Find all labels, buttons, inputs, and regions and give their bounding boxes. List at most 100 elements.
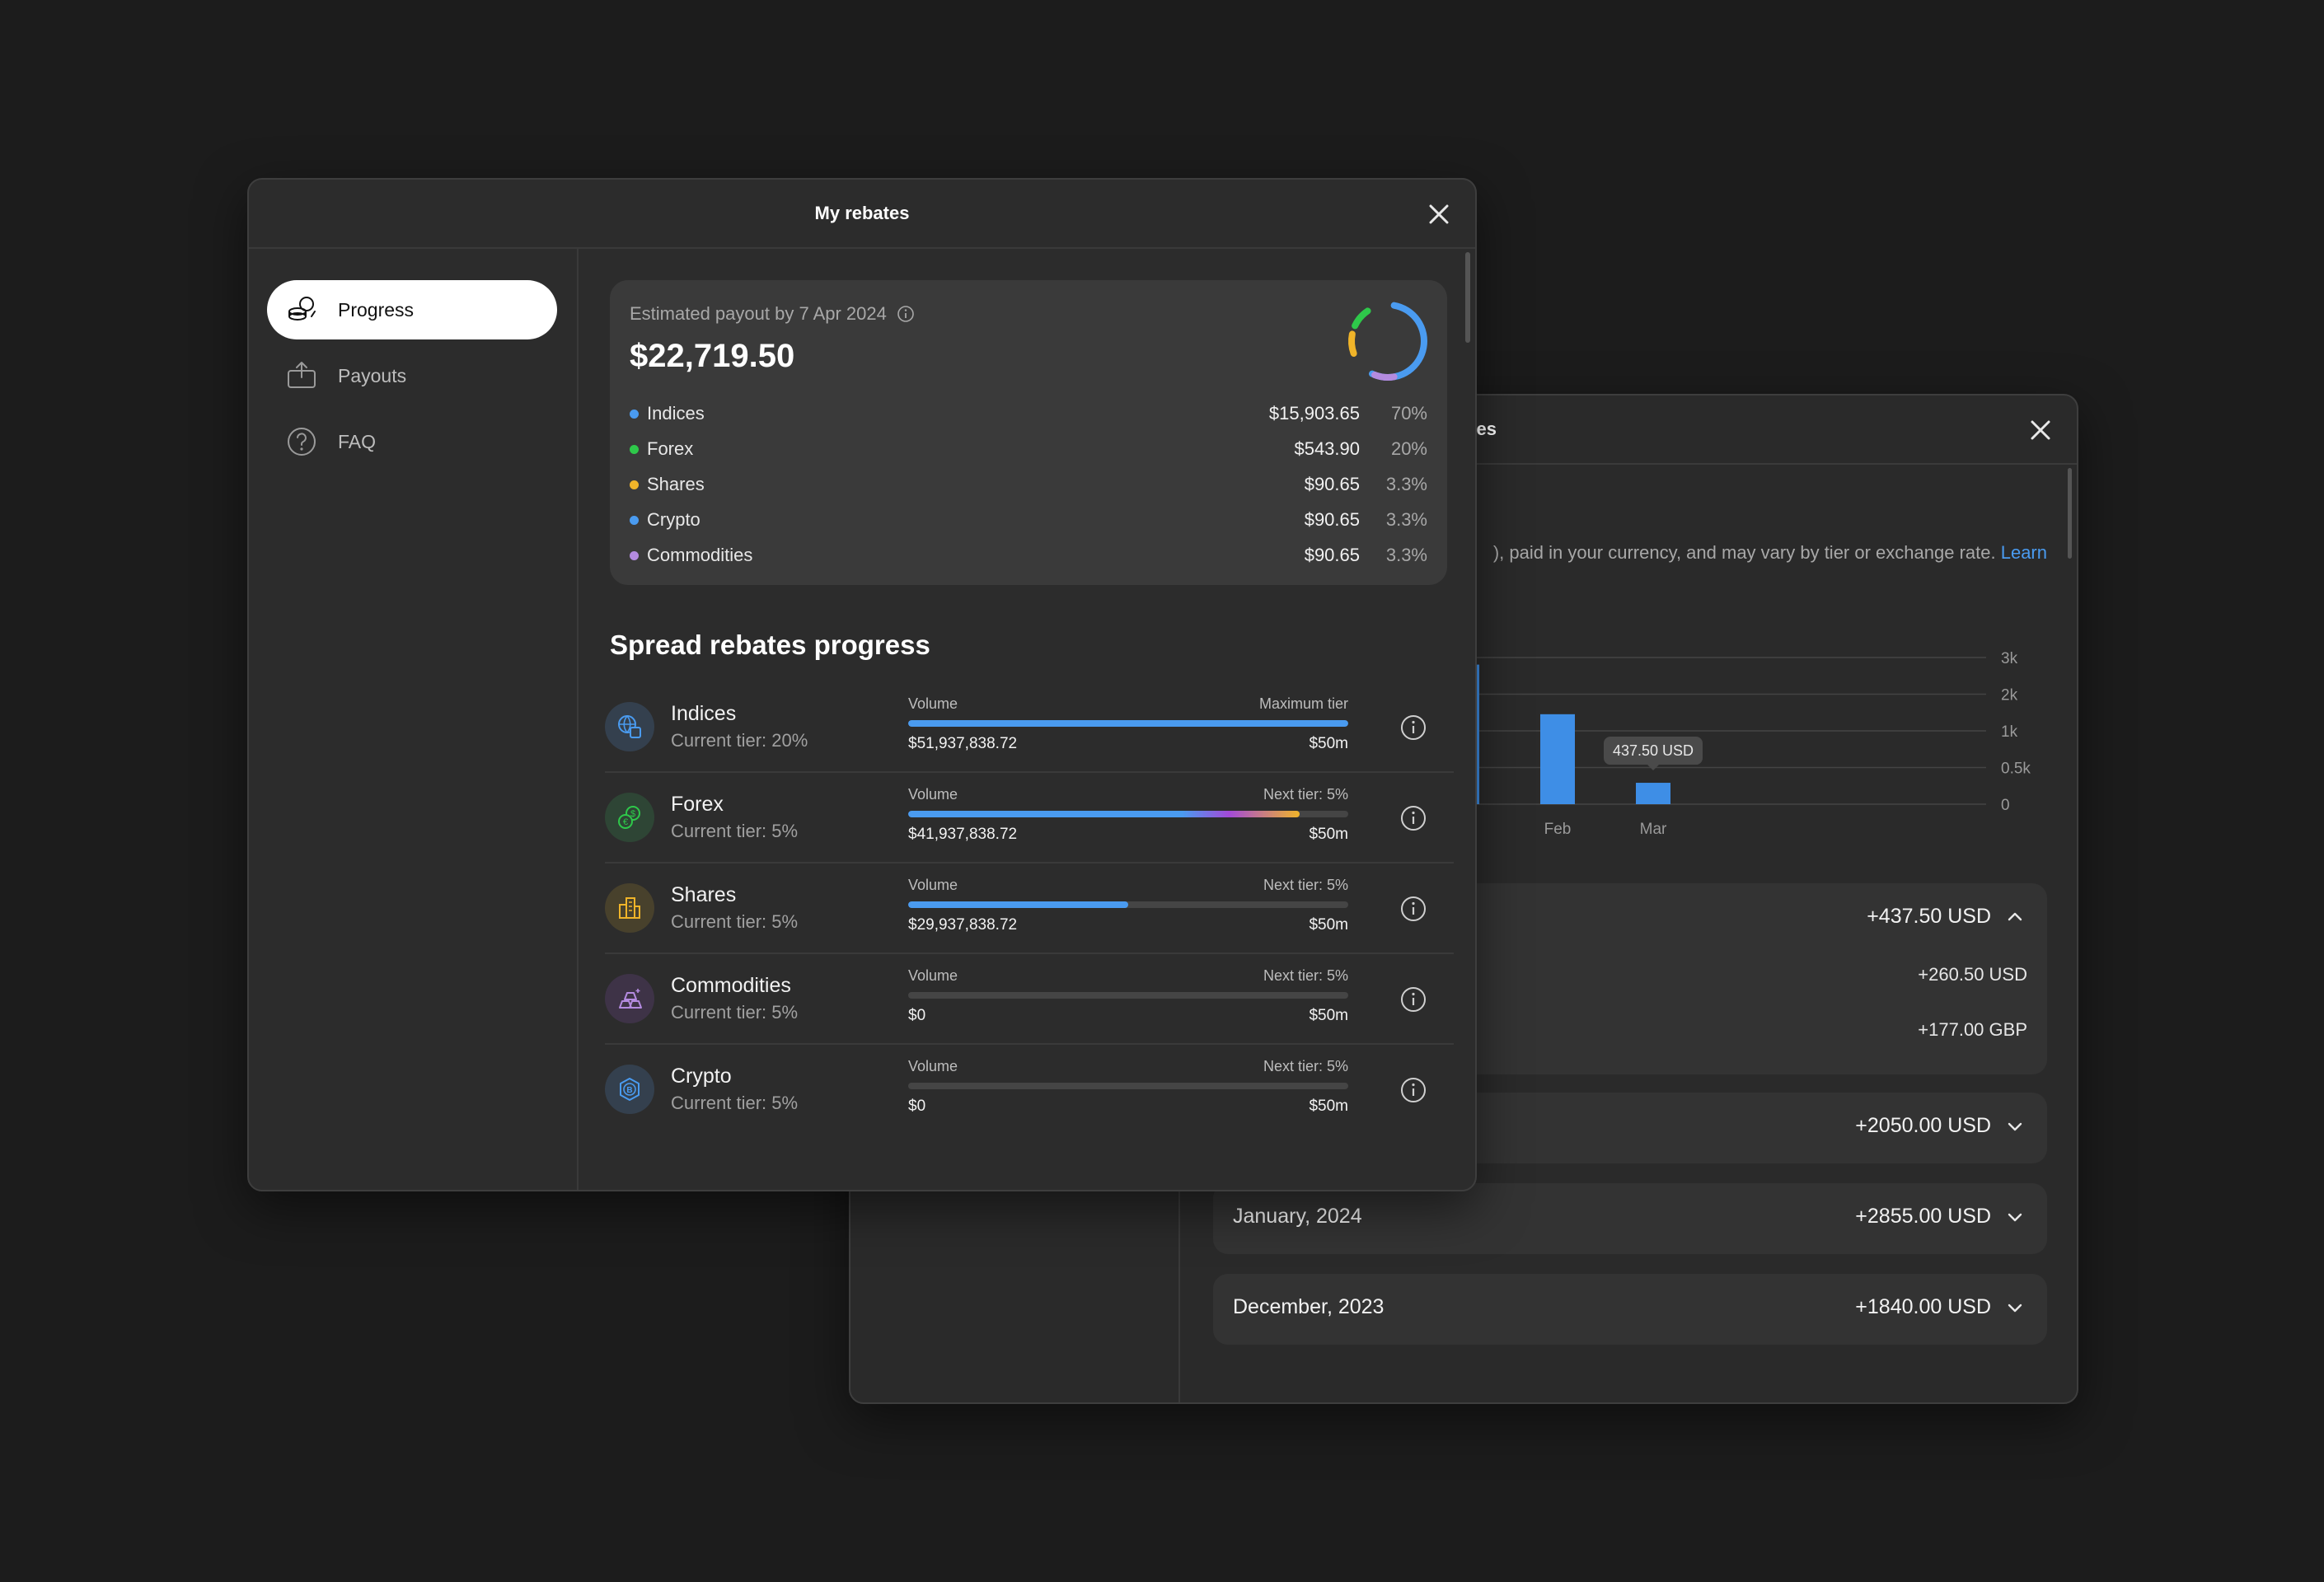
breakdown-pct: 70% — [1390, 403, 1427, 424]
breakdown-value: $90.65 — [1304, 474, 1360, 494]
coins-icon — [288, 297, 316, 321]
learn-link[interactable]: Learn — [2000, 542, 2047, 563]
breakdown-pct: 3.3% — [1385, 509, 1427, 530]
current-tier: Current tier: 5% — [671, 821, 799, 841]
estimated-payout-card: Estimated payout by 7 Apr 2024 $22,719.5… — [610, 280, 1447, 585]
month-accordion[interactable]: January, 2024 +2855.00 USD — [1213, 1183, 2047, 1254]
category-name: Indices — [671, 702, 737, 725]
breakdown-row: Commodities $90.65 3.3% — [630, 544, 1427, 569]
month-amount: +2855.00 USD — [1855, 1205, 1991, 1228]
volume-progress-bar — [908, 1083, 1348, 1089]
breakdown-name: Forex — [647, 438, 694, 459]
progress-fill — [908, 901, 1128, 908]
current-volume: $51,937,838.72 — [908, 735, 1018, 752]
chart-bar[interactable] — [1540, 714, 1575, 804]
volume-label: Volume — [908, 1058, 958, 1074]
row-divider — [605, 862, 1454, 864]
tier-label: Maximum tier — [1258, 695, 1348, 712]
breakdown-row: Indices $15,903.65 70% — [630, 402, 1427, 427]
info-icon[interactable] — [1399, 804, 1427, 832]
category-icon-wrap — [605, 702, 654, 751]
y-tick-label: 1k — [2001, 723, 2018, 741]
breakdown-name: Indices — [647, 403, 705, 424]
month-label: January, 2024 — [1233, 1205, 1362, 1228]
volume-label: Volume — [908, 786, 958, 803]
max-volume: $50m — [1309, 916, 1348, 934]
current-volume: $0 — [908, 1007, 926, 1024]
info-icon[interactable] — [897, 305, 915, 323]
tooltip-text: 437.50 USD — [1613, 742, 1694, 759]
bitcoin-icon: B — [620, 1078, 640, 1101]
legend-dot — [630, 516, 639, 525]
tier-label: Next tier: 5% — [1263, 786, 1348, 803]
category-icon-wrap — [605, 974, 654, 1023]
month-amount: +2050.00 USD — [1855, 1114, 1991, 1137]
info-icon[interactable] — [1399, 1076, 1427, 1104]
sidebar-divider — [577, 249, 579, 1190]
nav-item-payouts[interactable]: Payouts — [267, 346, 557, 405]
breakdown-value: $15,903.65 — [1268, 403, 1360, 424]
volume-progress-bar — [908, 720, 1348, 727]
estimated-total: $22,719.50 — [630, 338, 795, 374]
max-volume: $50m — [1309, 1098, 1348, 1115]
payout-icon — [288, 362, 316, 388]
svg-text:B: B — [626, 1086, 632, 1095]
row-divider — [605, 771, 1454, 773]
info-icon[interactable] — [1399, 895, 1427, 923]
breakdown-pct: 20% — [1390, 438, 1427, 459]
y-tick-label: 0.5k — [2001, 761, 2031, 778]
window-title: My rebates — [814, 203, 910, 223]
scrollbar[interactable] — [1465, 252, 1470, 343]
currency-exchange-icon: $ € — [618, 806, 640, 829]
info-icon[interactable] — [1399, 714, 1427, 742]
x-tick-label: Mar — [1640, 821, 1667, 838]
chart-bar[interactable] — [1636, 783, 1670, 804]
breakdown-row: Crypto $90.65 3.3% — [630, 508, 1427, 533]
chevron-down-icon[interactable] — [2006, 1117, 2024, 1135]
nav-item-progress[interactable]: Progress — [267, 280, 557, 339]
payout-donut-chart — [1348, 302, 1427, 381]
chevron-down-icon[interactable] — [2006, 1299, 2024, 1317]
current-volume: $41,937,838.72 — [908, 826, 1018, 843]
current-volume: $29,937,838.72 — [908, 916, 1018, 934]
x-tick-label: Feb — [1544, 821, 1572, 838]
breakdown-name: Shares — [647, 474, 705, 494]
chevron-up-icon[interactable] — [2006, 908, 2024, 926]
progress-row-forex: $ € Forex Current tier: 5% Volume Next t… — [605, 773, 1454, 864]
current-tier: Current tier: 5% — [671, 1093, 799, 1113]
volume-progress-bar — [908, 901, 1348, 908]
legend-dot — [630, 480, 639, 489]
nav-label: Progress — [338, 299, 415, 321]
breakdown-pct: 3.3% — [1385, 545, 1427, 565]
svg-text:$: $ — [630, 809, 635, 819]
chart-tooltip — [1604, 737, 1703, 765]
svg-text:€: € — [623, 817, 628, 827]
month-label: December, 2023 — [1233, 1295, 1385, 1318]
sub-amount: +177.00 GBP — [1918, 1019, 2027, 1040]
chevron-down-icon[interactable] — [2006, 1208, 2024, 1226]
y-tick-label: 2k — [2001, 687, 2018, 704]
breakdown-pct: 3.3% — [1385, 474, 1427, 494]
volume-progress-bar — [908, 811, 1348, 817]
close-icon[interactable] — [1424, 199, 1454, 229]
nav-item-faq[interactable]: FAQ — [267, 412, 557, 471]
progress-row-shares: Shares Current tier: 5% Volume Next tier… — [605, 864, 1454, 954]
breakdown-row: Shares $90.65 3.3% — [630, 473, 1427, 498]
category-name: Shares — [671, 883, 737, 906]
y-tick-label: 0 — [2001, 797, 2010, 814]
progress-row-commodities: Commodities Current tier: 5% Volume Next… — [605, 954, 1454, 1045]
volume-label: Volume — [908, 877, 958, 893]
my-rebates-window: My rebates Progress Payouts FAQ — [247, 178, 1477, 1191]
info-icon[interactable] — [1399, 985, 1427, 1013]
scrollbar[interactable] — [2068, 468, 2072, 559]
legend-dot — [630, 410, 639, 419]
legend-dot — [630, 445, 639, 454]
tier-label: Next tier: 5% — [1263, 1058, 1348, 1074]
month-accordion[interactable]: December, 2023 +1840.00 USD — [1213, 1274, 2047, 1345]
category-name: Forex — [671, 793, 724, 816]
volume-progress-bar — [908, 992, 1348, 999]
breakdown-name: Commodities — [647, 545, 753, 565]
current-volume: $0 — [908, 1098, 926, 1115]
question-icon — [288, 428, 316, 456]
close-icon[interactable] — [2026, 415, 2055, 445]
